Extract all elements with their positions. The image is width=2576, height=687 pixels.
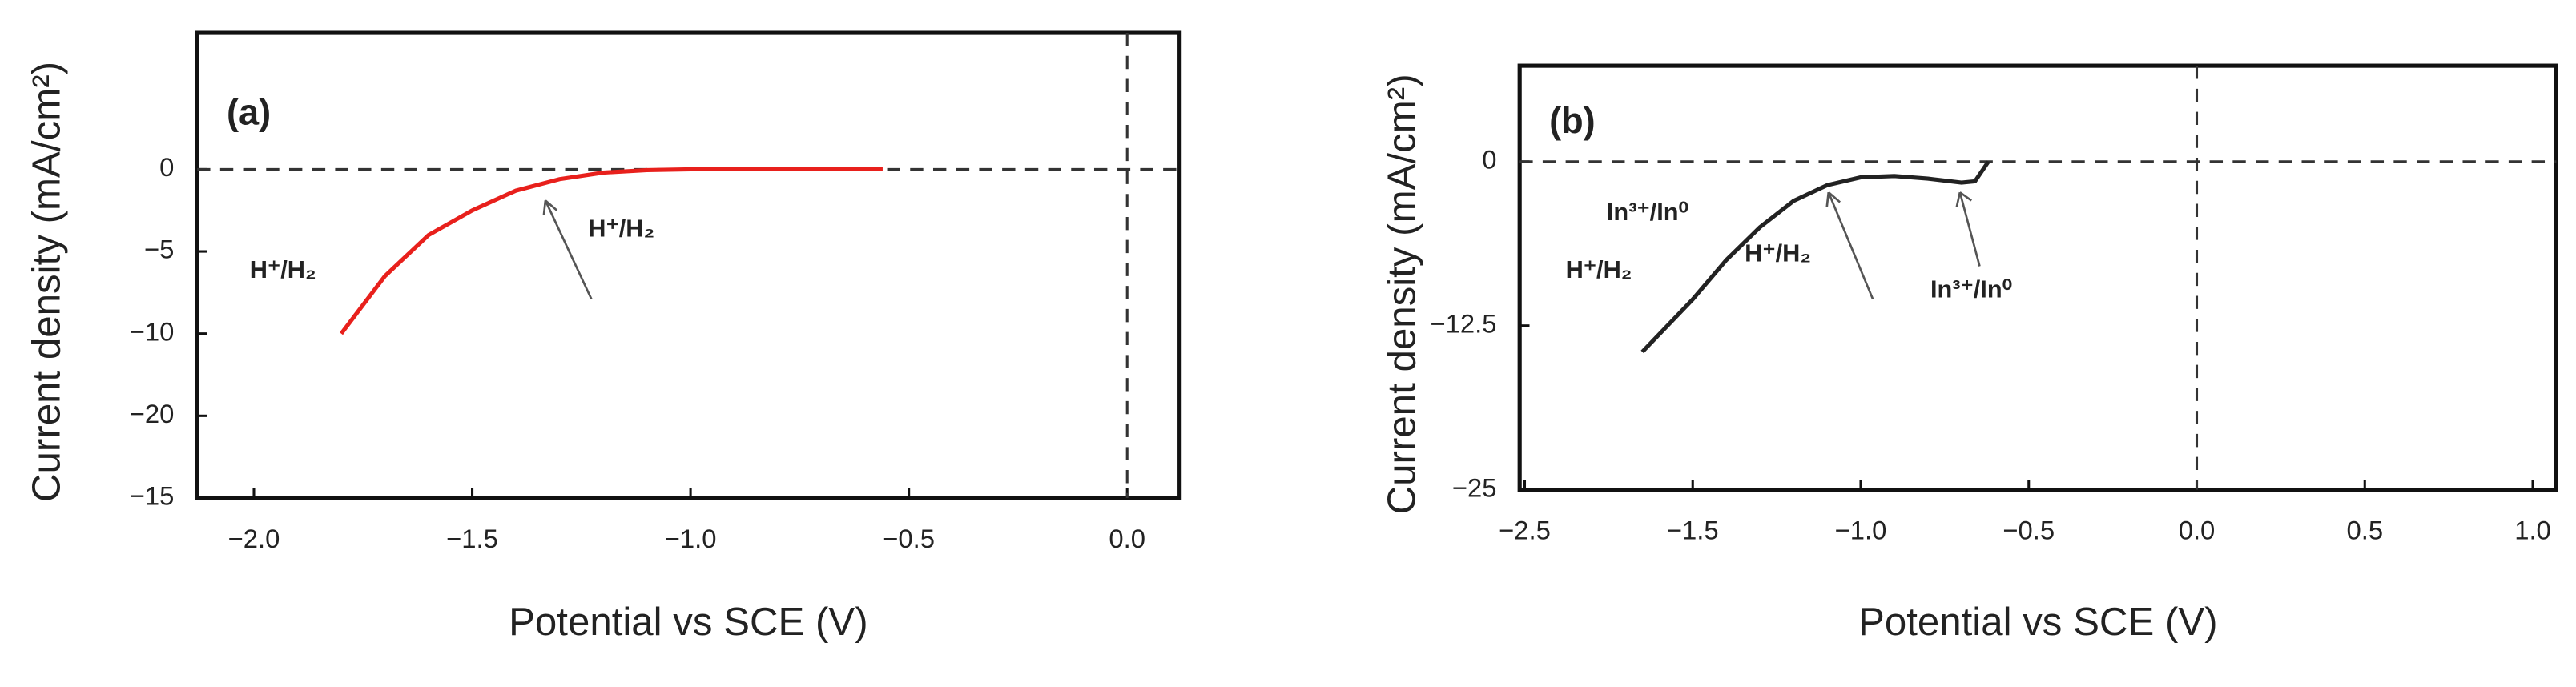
y-axis-label: Current density (mA/cm²) <box>1380 74 1424 514</box>
x-tick-label: −1.0 <box>665 524 717 553</box>
y-axis-label: Current density (mA/cm²) <box>25 62 69 502</box>
x-tick-label: −0.5 <box>2002 516 2055 545</box>
y-tick-label: 0 <box>159 152 174 182</box>
x-tick-label: 0.0 <box>2179 516 2216 545</box>
annotation: H⁺/H₂ <box>588 214 654 242</box>
panel-label: (a) <box>227 92 271 133</box>
arrow <box>542 199 593 300</box>
y-tick-label: −12.5 <box>1430 308 1496 338</box>
y-tick-label: 0 <box>1482 144 1496 174</box>
line <box>339 167 883 335</box>
x-tick-label: −1.5 <box>1667 516 1719 545</box>
x-tick-label: −1.5 <box>446 524 498 553</box>
y-tick-label: −15 <box>130 481 175 511</box>
x-axis-label: Potential vs SCE (V) <box>1858 600 2218 644</box>
arrow <box>1955 191 1981 267</box>
x-tick-label: 0.0 <box>1109 524 1145 553</box>
y-tick-label: −25 <box>1452 472 1497 502</box>
annotation: In³⁺/In⁰ <box>1607 198 1688 226</box>
x-tick-label: −2.5 <box>1499 516 1551 545</box>
annotation: H⁺/H₂ <box>1745 239 1811 267</box>
plot-frame <box>195 30 1182 500</box>
x-tick-label: −1.0 <box>1835 516 1887 545</box>
x-tick-label: 1.0 <box>2514 516 2551 545</box>
x-tick-label: −0.5 <box>883 524 935 553</box>
x-axis-label: Potential vs SCE (V) <box>509 600 868 644</box>
x-tick-label: −2.0 <box>228 524 280 553</box>
annotation: In³⁺/In⁰ <box>1930 275 2012 303</box>
annotation: H⁺/H₂ <box>250 255 316 283</box>
arrows <box>542 191 1981 300</box>
y-tick-label: −10 <box>130 316 175 346</box>
y-tick-label: −5 <box>144 235 174 264</box>
x-tick-label: 0.5 <box>2346 516 2383 545</box>
panel-label: (b) <box>1549 100 1596 141</box>
annotation: H⁺/H₂ <box>1566 255 1632 283</box>
arrow <box>1825 191 1874 300</box>
plot-frame <box>1517 63 2558 492</box>
line <box>1640 160 1990 354</box>
y-tick-label: −20 <box>130 399 175 428</box>
